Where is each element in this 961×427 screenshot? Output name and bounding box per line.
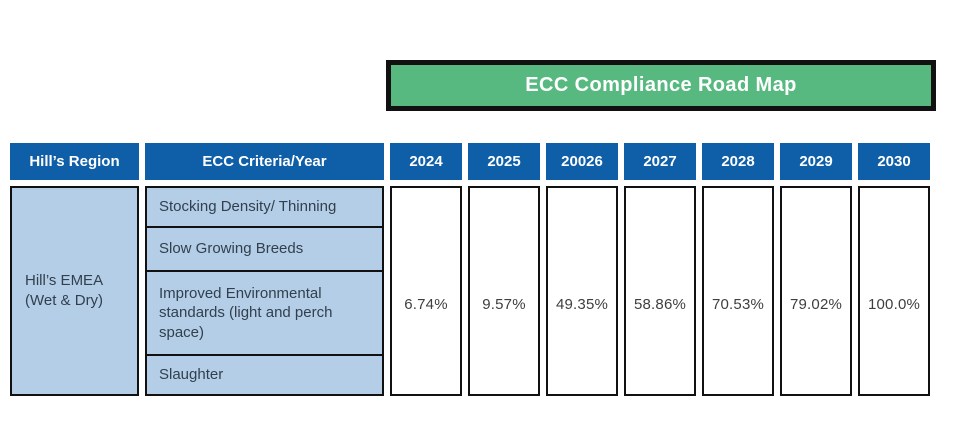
value-cell-20026: 49.35% (546, 186, 618, 396)
region-cell: Hill’s EMEA (Wet & Dry) (10, 186, 139, 396)
value-cell-2024: 6.74% (390, 186, 462, 396)
header-cell-year-2024: 2024 (390, 143, 462, 180)
header-cell-year-2027: 2027 (624, 143, 696, 180)
table-body-row: Hill’s EMEA (Wet & Dry) Stocking Density… (10, 186, 930, 396)
header-cell-criteria: ECC Criteria/Year (145, 143, 384, 180)
title-banner: ECC Compliance Road Map (386, 60, 936, 111)
criteria-label: Improved Environmental standards (light … (159, 284, 333, 341)
criteria-label: Stocking Density/ Thinning (159, 198, 337, 216)
value-cell-2025: 9.57% (468, 186, 540, 396)
criteria-row-slow-growing-breeds: Slow Growing Breeds (147, 226, 382, 270)
page-title: ECC Compliance Road Map (525, 74, 797, 96)
header-cell-region: Hill’s Region (10, 143, 139, 180)
criteria-column: Stocking Density/ Thinning Slow Growing … (145, 186, 384, 396)
criteria-label: Slow Growing Breeds (159, 240, 304, 258)
value-cell-2029: 79.02% (780, 186, 852, 396)
header-cell-year-2029: 2029 (780, 143, 852, 180)
criteria-row-improved-environmental: Improved Environmental standards (light … (147, 270, 382, 354)
header-cell-year-2028: 2028 (702, 143, 774, 180)
value-cell-2028: 70.53% (702, 186, 774, 396)
value-cell-2030: 100.0% (858, 186, 930, 396)
criteria-row-stocking-density: Stocking Density/ Thinning (147, 188, 382, 226)
value-cell-2027: 58.86% (624, 186, 696, 396)
region-label: Hill’s EMEA (Wet & Dry) (25, 271, 104, 309)
criteria-row-slaughter: Slaughter (147, 354, 382, 394)
header-cell-year-2025: 2025 (468, 143, 540, 180)
criteria-label: Slaughter (159, 366, 224, 384)
header-cell-year-2030: 2030 (858, 143, 930, 180)
header-cell-year-20026: 20026 (546, 143, 618, 180)
table-header-row: Hill’s Region ECC Criteria/Year 2024 202… (10, 143, 930, 180)
